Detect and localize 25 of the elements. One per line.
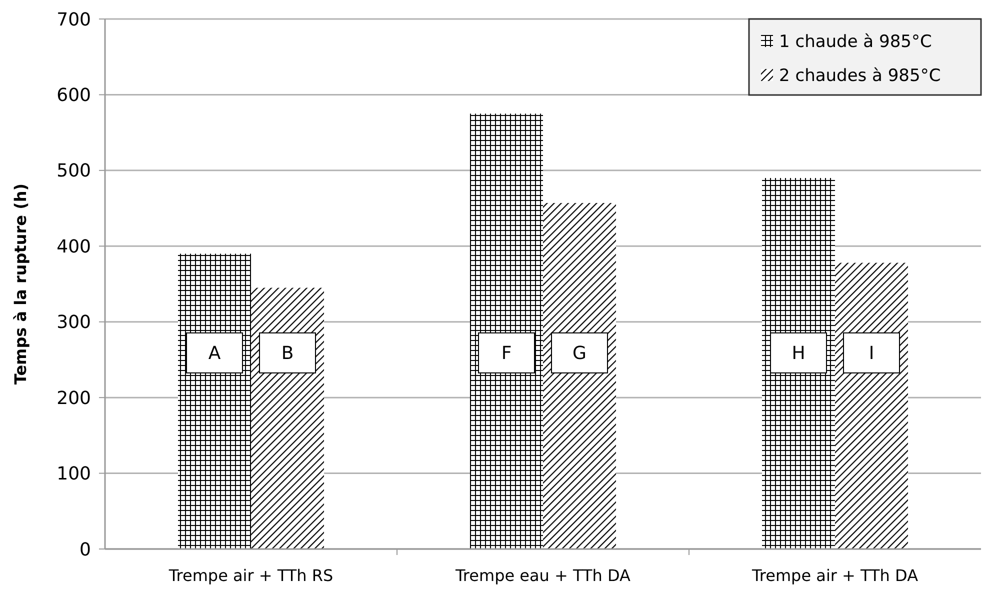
y-tick-label: 400 [56,236,91,258]
x-tick-label: Trempe air + TTh RS [168,566,334,585]
x-tick-label: Trempe air + TTh DA [750,566,918,585]
bar [835,262,908,549]
y-tick-label: 0 [80,539,91,560]
data-label: I [868,343,874,364]
legend-label: 1 chaude à 985°C [779,32,932,52]
bar [470,114,543,549]
y-tick-label: 500 [56,160,91,182]
y-tick-label: 300 [56,312,91,334]
y-axis-title: Temps à la rupture (h) [11,183,30,385]
bar [762,178,835,549]
data-label: F [501,343,512,364]
data-label: H [792,343,806,364]
data-label: G [572,343,586,364]
data-label: A [208,343,222,364]
y-tick-label: 700 [56,9,91,30]
y-tick-label: 200 [56,388,91,409]
y-tick-label: 600 [56,85,91,106]
x-tick-label: Trempe eau + TTh DA [454,566,631,585]
y-tick-label: 100 [56,464,91,485]
data-label: B [281,343,294,364]
bar [178,254,251,549]
legend-label: 2 chaudes à 985°C [779,66,941,86]
bar [543,202,616,549]
